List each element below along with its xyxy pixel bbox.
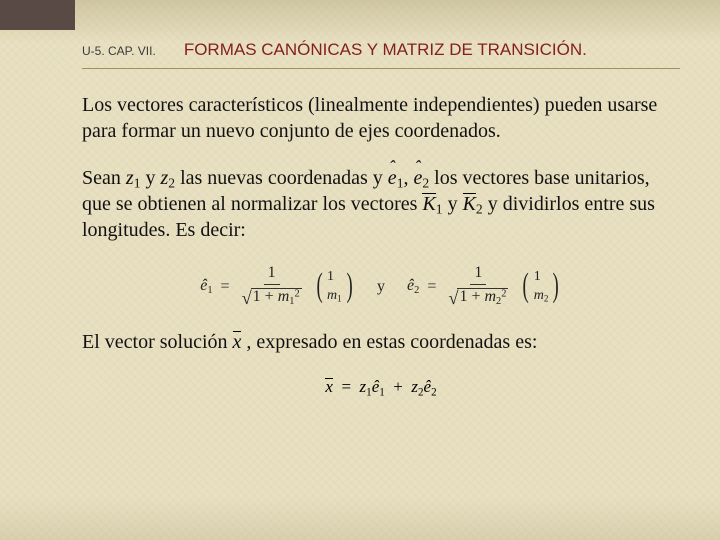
ehat: ê <box>424 377 432 396</box>
m: m <box>327 288 337 303</box>
and-word: y <box>377 278 385 296</box>
var-e1-hat: e <box>388 166 397 192</box>
radicand: 1 + m12 <box>251 288 302 308</box>
m: m <box>278 288 290 305</box>
paragraph-3: El vector solución x , expresado en esta… <box>82 330 680 356</box>
eq-xbar: x = z1ê1 + z2ê2 <box>325 377 436 398</box>
equation-row-2: x = z1ê1 + z2ê2 <box>82 377 680 398</box>
entry: m2 <box>534 288 549 304</box>
var-x-bar: x <box>233 330 242 356</box>
sub: 2 <box>476 201 483 216</box>
radicand: 1 + m22 <box>457 288 508 308</box>
paren-right: ) <box>346 269 352 304</box>
paragraph-2: Sean z1 y z2 las nuevas coordenadas y e1… <box>82 166 680 243</box>
sub: 2 <box>544 294 549 304</box>
text: y <box>140 167 160 189</box>
denominator: 1 + m12 <box>238 285 306 308</box>
equation-e2: ê2 = 1 1 + m22 ( 1 m2 ) <box>407 265 562 308</box>
vector-entries: 1 m2 <box>532 269 551 304</box>
divider <box>82 68 680 69</box>
equation-e1: ê1 = 1 1 + m12 ( 1 m1 ) <box>200 265 355 308</box>
page-title: FORMAS CANÓNICAS Y MATRIZ DE TRANSICIÓN. <box>184 40 587 60</box>
xbar: x <box>325 377 333 397</box>
equals: = <box>427 278 436 296</box>
sub: 1 <box>207 285 212 296</box>
var-z1: z <box>126 167 134 189</box>
var-K1-bar: K <box>422 192 435 218</box>
plus: + <box>265 288 274 305</box>
sqrt: 1 + m22 <box>448 288 508 308</box>
one: 1 <box>253 288 261 305</box>
text: , expresado en estas coordenadas es: <box>241 331 537 353</box>
sup: 2 <box>501 289 506 300</box>
chapter-ref: U-5. CAP. VII. <box>82 44 156 58</box>
header-row: U-5. CAP. VII. FORMAS CANÓNICAS Y MATRIZ… <box>82 40 680 60</box>
entry: m1 <box>327 288 342 304</box>
numerator: 1 <box>470 265 486 285</box>
corner-patch <box>0 0 75 30</box>
plus: + <box>471 288 480 305</box>
equals: = <box>341 377 351 396</box>
entry: 1 <box>327 269 342 285</box>
column-vector: ( 1 m2 ) <box>520 269 561 304</box>
one: 1 <box>459 288 467 305</box>
m: m <box>484 288 496 305</box>
sub: 1 <box>337 294 342 304</box>
column-vector: ( 1 m1 ) <box>314 269 355 304</box>
text: y <box>443 193 463 215</box>
text: Sean <box>82 167 126 189</box>
numerator: 1 <box>264 265 280 285</box>
paren-right: ) <box>553 269 559 304</box>
paragraph-1: Los vectores característicos (linealment… <box>82 93 680 144</box>
text: El vector solución <box>82 331 233 353</box>
sub: 2 <box>414 285 419 296</box>
plus: + <box>393 377 403 396</box>
fraction: 1 1 + m22 <box>444 265 512 308</box>
page-content: U-5. CAP. VII. FORMAS CANÓNICAS Y MATRIZ… <box>0 0 720 399</box>
var-e2-hat: e <box>413 166 422 192</box>
sup: 2 <box>294 289 299 300</box>
paren-left: ( <box>316 269 322 304</box>
sqrt: 1 + m12 <box>242 288 302 308</box>
lhs: ê2 <box>407 277 419 296</box>
text: las nuevas coordenadas y <box>175 167 388 189</box>
paren-left: ( <box>523 269 529 304</box>
lhs: ê1 <box>200 277 212 296</box>
sub: 2 <box>431 387 437 399</box>
sub: 1 <box>379 387 385 399</box>
equals: = <box>221 278 230 296</box>
equation-row-1: ê1 = 1 1 + m12 ( 1 m1 ) y ê2 = 1 <box>82 265 680 308</box>
text: , <box>403 167 413 189</box>
denominator: 1 + m22 <box>444 285 512 308</box>
entry: 1 <box>534 269 549 285</box>
var-K2-bar: K <box>463 192 476 218</box>
sub: 1 <box>436 201 443 216</box>
fraction: 1 1 + m12 <box>238 265 306 308</box>
z: z <box>411 377 418 396</box>
vector-entries: 1 m1 <box>325 269 344 304</box>
m: m <box>534 288 544 303</box>
